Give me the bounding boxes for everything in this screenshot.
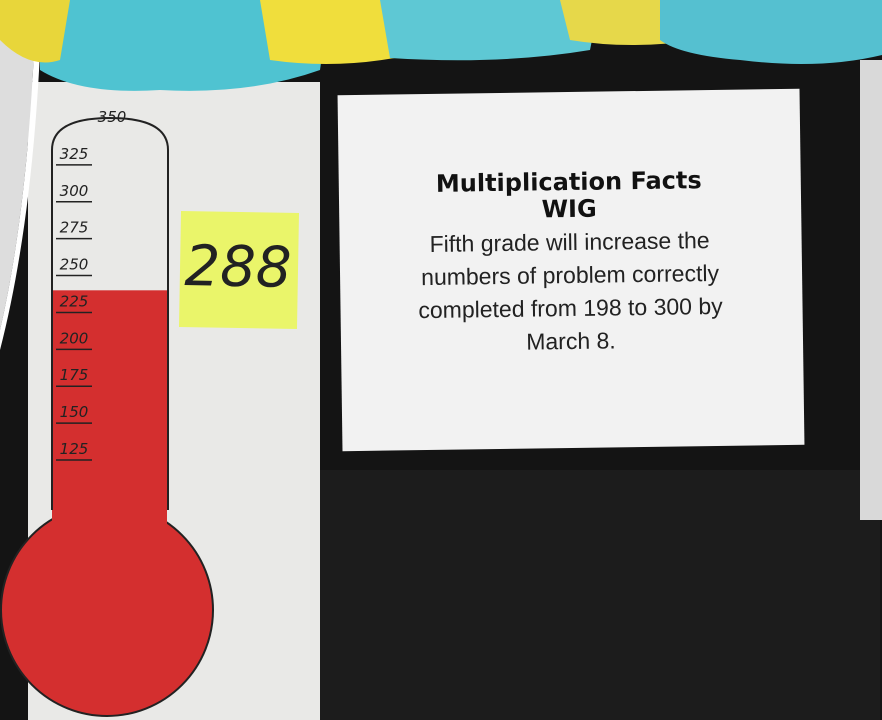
- bulb: [1, 504, 213, 716]
- sign-body: Fifth grade will increase the: [429, 227, 709, 257]
- sticky-text: 288: [184, 234, 292, 301]
- tick-label: 125: [60, 440, 89, 458]
- paper-edge: [860, 60, 882, 520]
- tick-label: 250: [60, 256, 89, 274]
- sign-title: Multiplication Facts: [436, 166, 702, 198]
- tick-label: 150: [60, 403, 89, 421]
- sign: Multiplication Facts WIG Fifth grade wil…: [338, 89, 805, 451]
- tick-label: 325: [60, 145, 89, 163]
- sign-body: numbers of problem correctly: [421, 260, 720, 290]
- sign-title: WIG: [541, 195, 596, 224]
- tick-label: 175: [60, 366, 89, 384]
- sign-body: March 8.: [526, 327, 616, 354]
- tick-label: 300: [60, 182, 89, 200]
- tick-label: 275: [60, 219, 89, 237]
- tick-label: 350: [98, 108, 127, 126]
- board-panel: [320, 470, 880, 720]
- sticky-note: 288: [179, 211, 299, 329]
- sign-body: completed from 198 to 300 by: [418, 293, 723, 323]
- scene: 350 325 300 275 250 225 200 175 150 125 288 Multi…: [0, 0, 882, 720]
- tick-label: 225: [60, 292, 89, 310]
- tick-label: 200: [60, 329, 89, 347]
